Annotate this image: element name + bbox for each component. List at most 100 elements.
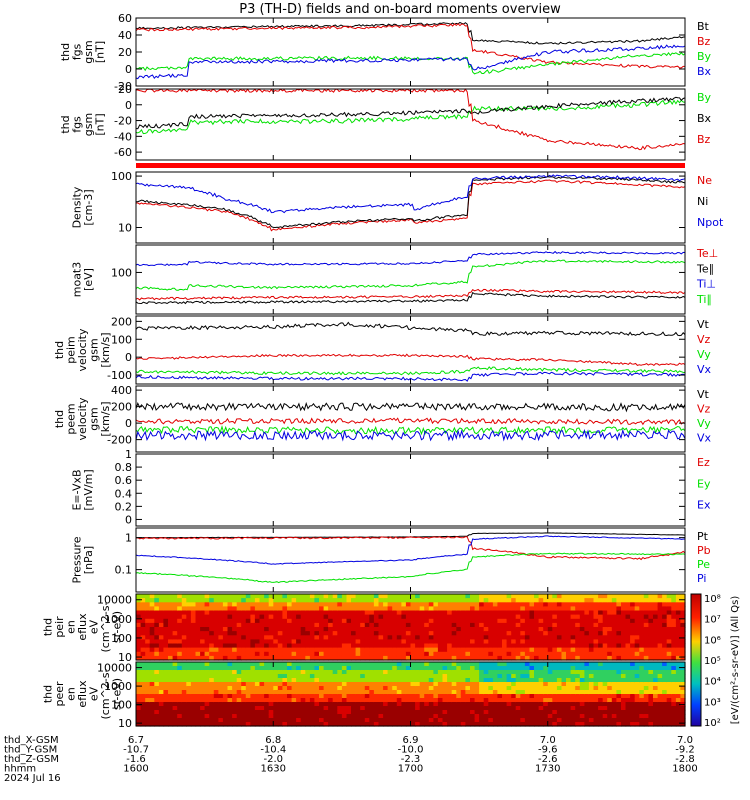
spectrogram-cell (506, 662, 512, 667)
spectrogram-cell (588, 618, 595, 624)
spectrogram-cell (657, 647, 663, 653)
spectrogram-cell (355, 618, 361, 624)
spectrogram-cell (460, 670, 466, 675)
spectrogram-cell (662, 670, 668, 675)
spectrogram-cell (387, 718, 393, 723)
spectrogram-cell (200, 594, 206, 599)
spectrogram-cell (181, 710, 187, 715)
spectrogram-cell (309, 606, 316, 612)
spectrogram-cell (177, 662, 183, 667)
spectrogram-cell (561, 694, 567, 699)
spectrogram-cell (474, 686, 480, 691)
spectrogram-cell (309, 651, 316, 657)
spectrogram-cell (140, 666, 146, 671)
spectrogram-cell (277, 651, 283, 657)
spectrogram-cell (222, 647, 229, 653)
spectrogram-cell (149, 655, 155, 661)
spectrogram-cell (351, 614, 357, 620)
spectrogram-cell (488, 627, 494, 632)
spectrogram-cell (351, 606, 357, 612)
spectrogram-cell (470, 598, 476, 603)
spectrogram-cell (653, 647, 659, 653)
spectrogram-cell (428, 698, 434, 703)
spectrogram-cell (323, 694, 329, 699)
spectrogram-cell (282, 682, 288, 687)
spectrogram-cell (154, 710, 160, 715)
spectrogram-cell (332, 702, 338, 707)
y-tick-label: 0.6 (115, 474, 133, 487)
spectrogram-cell (401, 602, 407, 607)
spectrogram-cell (254, 598, 261, 603)
spectrogram-cell (520, 678, 526, 683)
spectrogram-cell (204, 686, 210, 691)
spectrogram-cell (351, 602, 357, 607)
spectrogram-cell (204, 598, 210, 603)
spectrogram-cell (364, 686, 370, 691)
axis-row-label: thd_Z-GSM (4, 754, 59, 765)
spectrogram-cell (671, 718, 677, 723)
spectrogram-cell (305, 635, 311, 640)
spectrogram-cell (456, 686, 462, 691)
spectrogram-cell (584, 614, 590, 620)
spectrogram-cell (621, 610, 627, 616)
spectrogram-cell (465, 631, 471, 636)
spectrogram-cell (662, 598, 668, 603)
spectrogram-cell (241, 647, 247, 653)
spectrogram-cell (451, 614, 457, 620)
spectrogram-cell (630, 722, 636, 727)
spectrogram-cell (680, 682, 686, 687)
legend-Ti⊥: Ti⊥ (696, 278, 716, 291)
spectrogram-cell (524, 694, 531, 699)
spectrogram-cell (305, 643, 311, 649)
spectrogram-cell (236, 594, 242, 599)
spectrogram-cell (547, 698, 553, 703)
spectrogram-cell (268, 602, 274, 607)
spectrogram-cell (424, 706, 430, 711)
spectrogram-cell (245, 710, 251, 715)
spectrogram-cell (227, 714, 233, 719)
spectrogram-cell (602, 674, 608, 679)
spectrogram-cell (232, 678, 238, 683)
spectrogram-cell (323, 602, 329, 607)
spectrogram-cell (621, 674, 627, 679)
spectrogram-cell (515, 643, 521, 649)
spectrogram-cell (136, 706, 142, 711)
spectrogram-cell (383, 643, 389, 649)
spectrogram-cell (630, 694, 636, 699)
spectrogram-cell (369, 714, 375, 719)
spectrogram-cell (648, 602, 654, 607)
spectrogram-cell (351, 702, 357, 707)
spectrogram-cell (378, 602, 384, 607)
spectrogram-cell (396, 606, 402, 612)
spectrogram-cell (259, 718, 265, 723)
spectrogram-cell (392, 674, 398, 679)
spectrogram-cell (643, 686, 649, 691)
spectrogram-cell (648, 655, 654, 661)
spectrogram-cell (145, 598, 151, 603)
spectrogram-cell (181, 618, 187, 624)
spectrogram-cell (190, 710, 197, 715)
spectrogram-cell (538, 718, 544, 723)
spectrogram-cell (675, 618, 682, 624)
spectrogram-cell (186, 662, 192, 667)
spectrogram-cell (218, 643, 224, 649)
spectrogram-cell (479, 622, 485, 628)
spectrogram-cell (566, 598, 572, 603)
spectrogram-cell (428, 674, 434, 679)
spectrogram-cell (460, 682, 466, 687)
spectrogram-cell (515, 606, 521, 612)
spectrogram-cell (209, 698, 215, 703)
spectrogram-cell (648, 647, 654, 653)
spectrogram-cell (268, 686, 274, 691)
spectrogram-cell (497, 655, 503, 661)
spectrogram-cell (181, 594, 187, 599)
spectrogram-cell (442, 670, 448, 675)
spectrogram-cell (680, 618, 686, 624)
spectrogram-cell (387, 598, 393, 603)
spectrogram-cell (456, 694, 462, 699)
spectrogram-cell (232, 598, 238, 603)
spectrogram-cell (680, 722, 686, 727)
spectrogram-cell (598, 622, 604, 628)
spectrogram-cell (538, 706, 544, 711)
spectrogram-cell (277, 655, 283, 661)
